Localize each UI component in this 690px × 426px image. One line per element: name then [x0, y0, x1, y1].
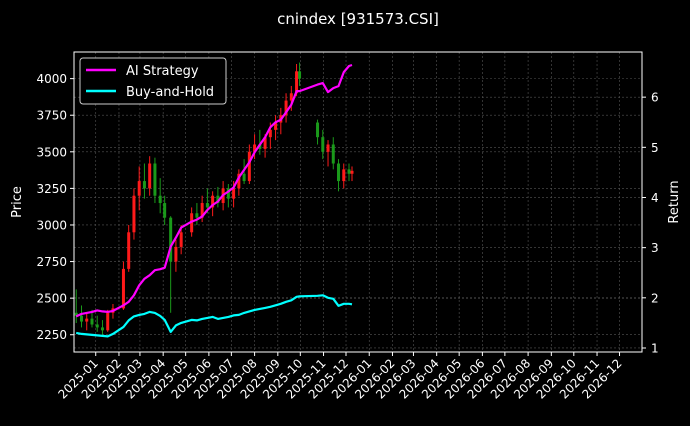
- y2-tick-label: 2: [651, 291, 659, 305]
- candle-body: [200, 203, 204, 218]
- candle-body: [274, 122, 278, 130]
- y2-tick-label: 5: [651, 141, 659, 155]
- candle-body: [132, 195, 136, 233]
- candle-body: [347, 169, 351, 174]
- candle-body: [247, 151, 251, 182]
- chart-title: cnindex [931573.CSI]: [277, 10, 439, 28]
- y2-axis-label: Return: [667, 180, 682, 223]
- y-tick-label: 3250: [36, 182, 67, 196]
- candle-body: [195, 213, 199, 218]
- y-tick-label: 3500: [36, 145, 67, 159]
- candle-body: [258, 144, 262, 149]
- candle-body: [342, 169, 346, 182]
- y-tick-label: 3750: [36, 109, 67, 123]
- y2-tick-label: 1: [651, 341, 659, 355]
- candle-body: [153, 163, 157, 196]
- candle-body: [331, 144, 335, 164]
- y2-tick-label: 6: [651, 91, 659, 105]
- legend: AI Strategy Buy-and-Hold: [79, 57, 227, 105]
- candle-body: [232, 188, 236, 199]
- legend-label-ai: AI Strategy: [126, 64, 199, 79]
- candle-body: [121, 268, 125, 309]
- candle-body: [74, 312, 78, 316]
- y-tick-label: 3000: [36, 218, 67, 232]
- candle-body: [295, 71, 299, 94]
- candle-body: [85, 318, 89, 322]
- candle-body: [100, 327, 104, 331]
- candle-body: [350, 170, 354, 174]
- candle-body: [142, 181, 146, 189]
- candle-body: [148, 163, 152, 189]
- candle-body: [106, 312, 110, 331]
- y-tick-label: 4000: [36, 72, 67, 86]
- y2-tick-label: 4: [651, 191, 659, 205]
- candle-body: [237, 173, 241, 189]
- candle-body: [289, 93, 293, 101]
- candle-body: [211, 195, 215, 208]
- buy-and-hold-line: [75, 294, 353, 338]
- candle-body: [95, 324, 99, 328]
- candle-body: [163, 203, 167, 218]
- candle-body: [90, 318, 94, 325]
- candle-body: [263, 137, 267, 149]
- y-axis-label: Price: [10, 186, 25, 218]
- candle-body: [298, 71, 302, 79]
- y-tick-label: 2500: [36, 292, 67, 306]
- y2-tick-label: 3: [651, 241, 659, 255]
- candle-body: [137, 181, 141, 196]
- candle-body: [205, 203, 209, 208]
- candle-body: [127, 232, 131, 269]
- candle-body: [158, 195, 162, 204]
- legend-label-bh: Buy-and-Hold: [126, 85, 214, 100]
- plot-frame: [73, 51, 643, 353]
- candle-body: [174, 246, 178, 262]
- candle-body: [169, 217, 173, 262]
- candle-body: [253, 144, 257, 152]
- candlesticks: [74, 62, 354, 335]
- candle-body: [79, 315, 83, 322]
- candle-body: [216, 195, 220, 204]
- candle-body: [326, 144, 330, 152]
- candle-body: [337, 163, 341, 182]
- candle-body: [268, 129, 272, 138]
- candle-body: [179, 232, 183, 247]
- y-tick-label: 2250: [36, 328, 67, 342]
- candle-body: [316, 122, 320, 138]
- legend-box: [79, 57, 227, 105]
- candle-body: [226, 188, 230, 199]
- y-tick-label: 2750: [36, 255, 67, 269]
- return-lines: [75, 63, 353, 338]
- candle-body: [321, 137, 325, 152]
- ai-strategy-line: [75, 63, 353, 318]
- candle-body: [284, 100, 288, 116]
- candle-body: [242, 173, 246, 182]
